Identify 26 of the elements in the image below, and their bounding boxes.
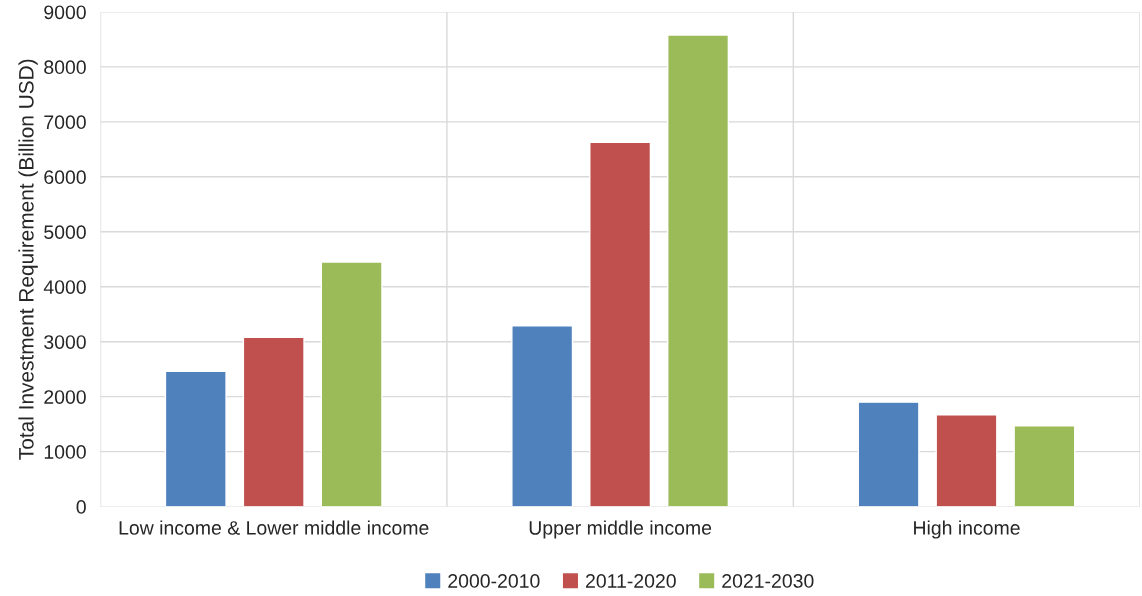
y-tick-label: 6000 <box>44 170 86 185</box>
y-tick-label: 1000 <box>44 445 86 459</box>
y-tick-label: 3000 <box>44 335 86 349</box>
bar <box>935 414 998 507</box>
bar <box>511 325 574 507</box>
y-tick-label: 5000 <box>44 225 86 240</box>
y-axis-title: Total Investment Requirement (Billion USD) <box>18 59 38 460</box>
legend-label: 2011-2020 <box>586 574 676 588</box>
y-tick-label: 2000 <box>44 390 86 404</box>
legend-label: 2021-2030 <box>722 574 814 588</box>
bar <box>164 370 227 507</box>
legend-label: 2000-2010 <box>448 574 540 588</box>
bar <box>589 141 652 507</box>
y-tick-label: 7000 <box>44 115 86 130</box>
bar <box>320 261 383 507</box>
bar <box>1013 425 1076 507</box>
y-tick-label: 8000 <box>44 60 86 75</box>
bar <box>667 34 730 507</box>
y-tick-label: 0 <box>76 500 86 514</box>
y-tick-label: 9000 <box>44 5 86 20</box>
bar <box>857 401 920 507</box>
x-tick-label: High income <box>914 520 1020 539</box>
x-tick-label: Upper middle income <box>529 520 712 539</box>
bar <box>242 336 305 507</box>
x-tick-label: Low income & Lower middle income <box>119 520 429 535</box>
y-tick-label: 4000 <box>43 280 86 294</box>
